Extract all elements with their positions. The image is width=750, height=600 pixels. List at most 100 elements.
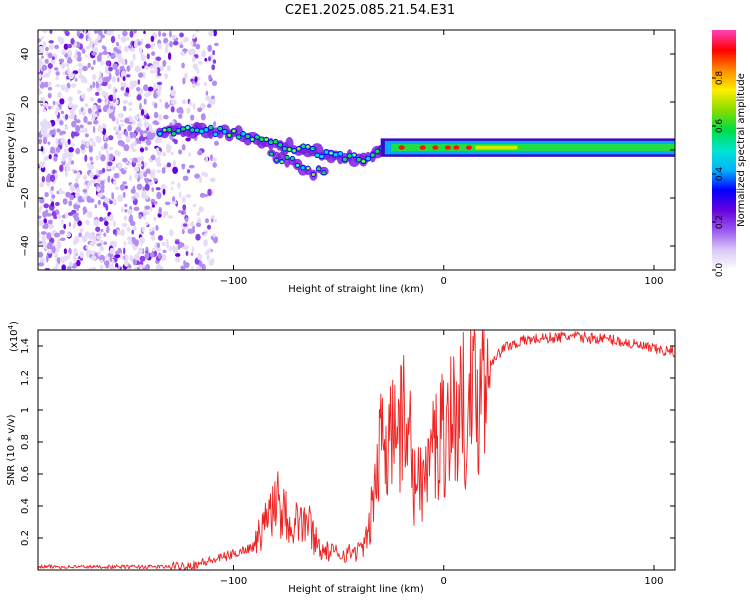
spectrum-hot [312,173,315,176]
noise-speckle [194,173,201,179]
noise-speckle [55,202,60,206]
spectrogram-xlabel: Height of straight line (km) [288,284,424,295]
noise-speckle [122,191,126,198]
noise-speckle [63,43,69,50]
noise-speckle [203,172,209,178]
spectrum-core [333,152,338,157]
noise-speckle [43,155,50,161]
noise-speckle [109,247,115,255]
noise-speckle [90,161,94,165]
noise-speckle [43,218,47,224]
noise-speckle [133,30,137,34]
noise-speckle [116,132,122,140]
noise-speckle [62,198,68,205]
noise-speckle [70,83,77,88]
noise-speckle [47,62,53,69]
noise-speckle [38,73,42,80]
noise-speckle [97,126,104,133]
y-tick-label: 1.2 [20,370,31,386]
noise-speckle [102,76,108,83]
noise-speckle [211,64,215,71]
noise-speckle [151,204,155,208]
noise-speckle [95,226,101,232]
noise-speckle [108,264,112,268]
noise-speckle [157,252,162,259]
noise-speckle [149,65,156,69]
noise-speckle [123,215,128,221]
noise-speckle [68,200,73,207]
noise-speckle [93,120,99,125]
noise-speckle [134,253,140,261]
noise-speckle [55,261,59,269]
band-hot [475,145,518,150]
noise-speckle [143,30,146,34]
noise-speckle [190,114,195,121]
noise-speckle [197,150,203,156]
noise-speckle [73,248,78,255]
noise-speckle [126,65,131,72]
noise-speckle [122,76,126,81]
noise-speckle [154,242,158,249]
noise-speckle [171,245,176,251]
noise-speckle [43,126,48,134]
spectrum-hot [186,126,189,129]
noise-speckle [123,166,128,171]
noise-speckle [121,82,127,88]
spectrum-max [398,145,405,150]
spectrum-core [282,147,287,151]
noise-speckle [126,267,131,270]
noise-speckle [210,154,213,162]
noise-speckle [49,129,54,136]
noise-speckle [79,124,84,129]
noise-speckle [144,183,150,191]
noise-speckle [38,220,44,226]
noise-speckle [141,65,145,69]
noise-speckle [101,81,108,87]
noise-speckle [47,81,52,87]
noise-speckle [161,241,166,246]
noise-speckle [137,251,141,255]
noise-speckle [124,209,128,213]
noise-speckle [189,100,192,107]
noise-speckle [155,264,159,270]
noise-speckle [97,250,101,257]
noise-speckle [59,164,64,172]
noise-speckle [75,147,81,155]
noise-speckle [120,86,125,91]
noise-speckle [156,169,161,174]
spectrum-hot [329,152,333,155]
noise-speckle [159,98,162,103]
noise-speckle [192,226,196,230]
y-tick-label: 0.2 [20,530,31,546]
noise-speckle [188,48,193,56]
noise-speckle [182,77,186,85]
noise-speckle [157,212,162,218]
noise-speckle [56,190,60,195]
spectrum-core [171,132,176,136]
noise-speckle [61,219,64,225]
spectrum-core [319,154,324,159]
snr-multiplier-base: (x10 [9,329,20,352]
noise-speckle [82,174,88,180]
noise-speckle [153,111,159,119]
y-tick-label: 1 [20,407,31,413]
noise-speckle [134,65,141,73]
noise-speckle [117,53,122,60]
noise-speckle [183,259,186,266]
noise-speckle [101,45,106,50]
noise-speckle [63,223,67,230]
noise-speckle [138,47,143,53]
noise-speckle [99,216,104,222]
spectrum-hot [306,167,310,170]
noise-speckle [64,212,68,219]
noise-speckle [200,113,206,121]
spectrum-core [278,143,283,147]
spectrum-hot [232,130,236,132]
noise-speckle [65,30,70,37]
noise-speckle [205,155,209,163]
noise-speckle [127,241,134,245]
noise-speckle [101,123,107,129]
noise-speckle [65,166,71,172]
noise-speckle [81,93,86,99]
colorbar-ticks: 0.0 0.2 0.4 0.6 0.8 [712,71,725,277]
